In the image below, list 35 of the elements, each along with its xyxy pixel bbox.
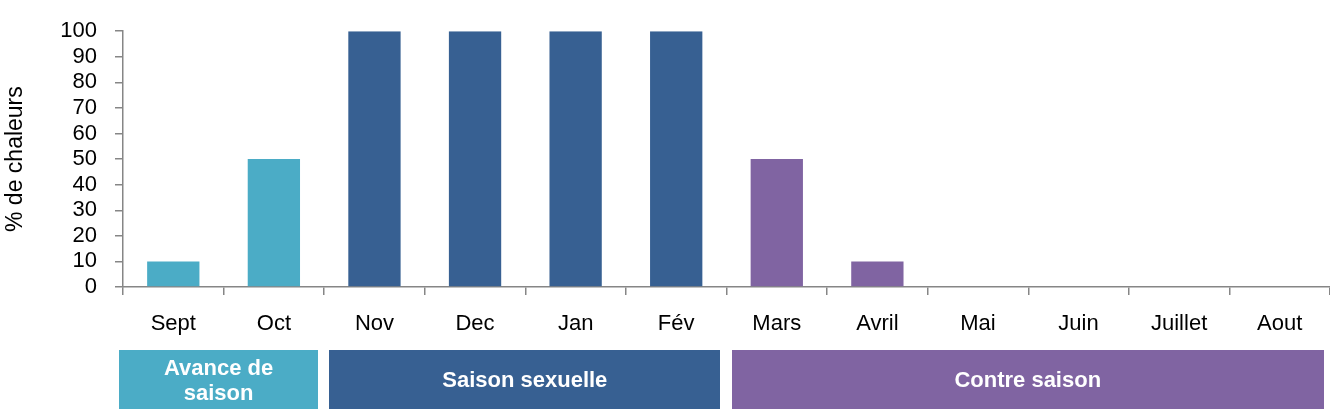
x-tick-label: Aout bbox=[1257, 310, 1303, 336]
bar bbox=[549, 31, 602, 287]
bar bbox=[851, 261, 904, 287]
x-tick-label: Mars bbox=[752, 310, 802, 336]
x-tick-label: Juillet bbox=[1151, 310, 1208, 336]
x-tick-label: Juin bbox=[1058, 310, 1099, 336]
x-tick-label: Oct bbox=[256, 310, 291, 336]
bar bbox=[448, 31, 502, 287]
x-tick-label: Mai bbox=[960, 310, 996, 336]
bar bbox=[650, 31, 703, 287]
x-tick-label: Jan bbox=[557, 310, 594, 336]
bar bbox=[247, 159, 301, 287]
x-tick-label: Dec bbox=[455, 310, 495, 336]
bar bbox=[348, 31, 401, 287]
x-tick-label: Nov bbox=[354, 310, 395, 336]
y-tick-label: 20 bbox=[72, 221, 97, 247]
y-axis-title: % de chaleurs bbox=[1, 86, 28, 232]
y-tick-label: 10 bbox=[72, 247, 97, 273]
y-tick-label: 60 bbox=[72, 119, 97, 145]
y-tick-label: 90 bbox=[72, 42, 97, 68]
y-tick-label: 80 bbox=[72, 68, 97, 94]
x-tick-label: Avril bbox=[856, 310, 899, 336]
x-tick-label: Sept bbox=[150, 310, 196, 336]
y-tick-label: 0 bbox=[84, 273, 97, 299]
bar bbox=[750, 159, 803, 287]
y-tick-label: 50 bbox=[72, 145, 97, 171]
season-box: Saison sexuelle bbox=[329, 350, 721, 409]
x-tick-label: Fév bbox=[657, 310, 695, 336]
y-tick-label: 100 bbox=[60, 17, 97, 43]
season-box: Avance de saison bbox=[119, 350, 319, 409]
y-tick-label: 40 bbox=[72, 170, 97, 196]
season-box: Contre saison bbox=[731, 350, 1324, 409]
y-tick-label: 70 bbox=[72, 94, 97, 119]
bar bbox=[147, 261, 200, 287]
y-tick-label: 30 bbox=[72, 196, 97, 222]
